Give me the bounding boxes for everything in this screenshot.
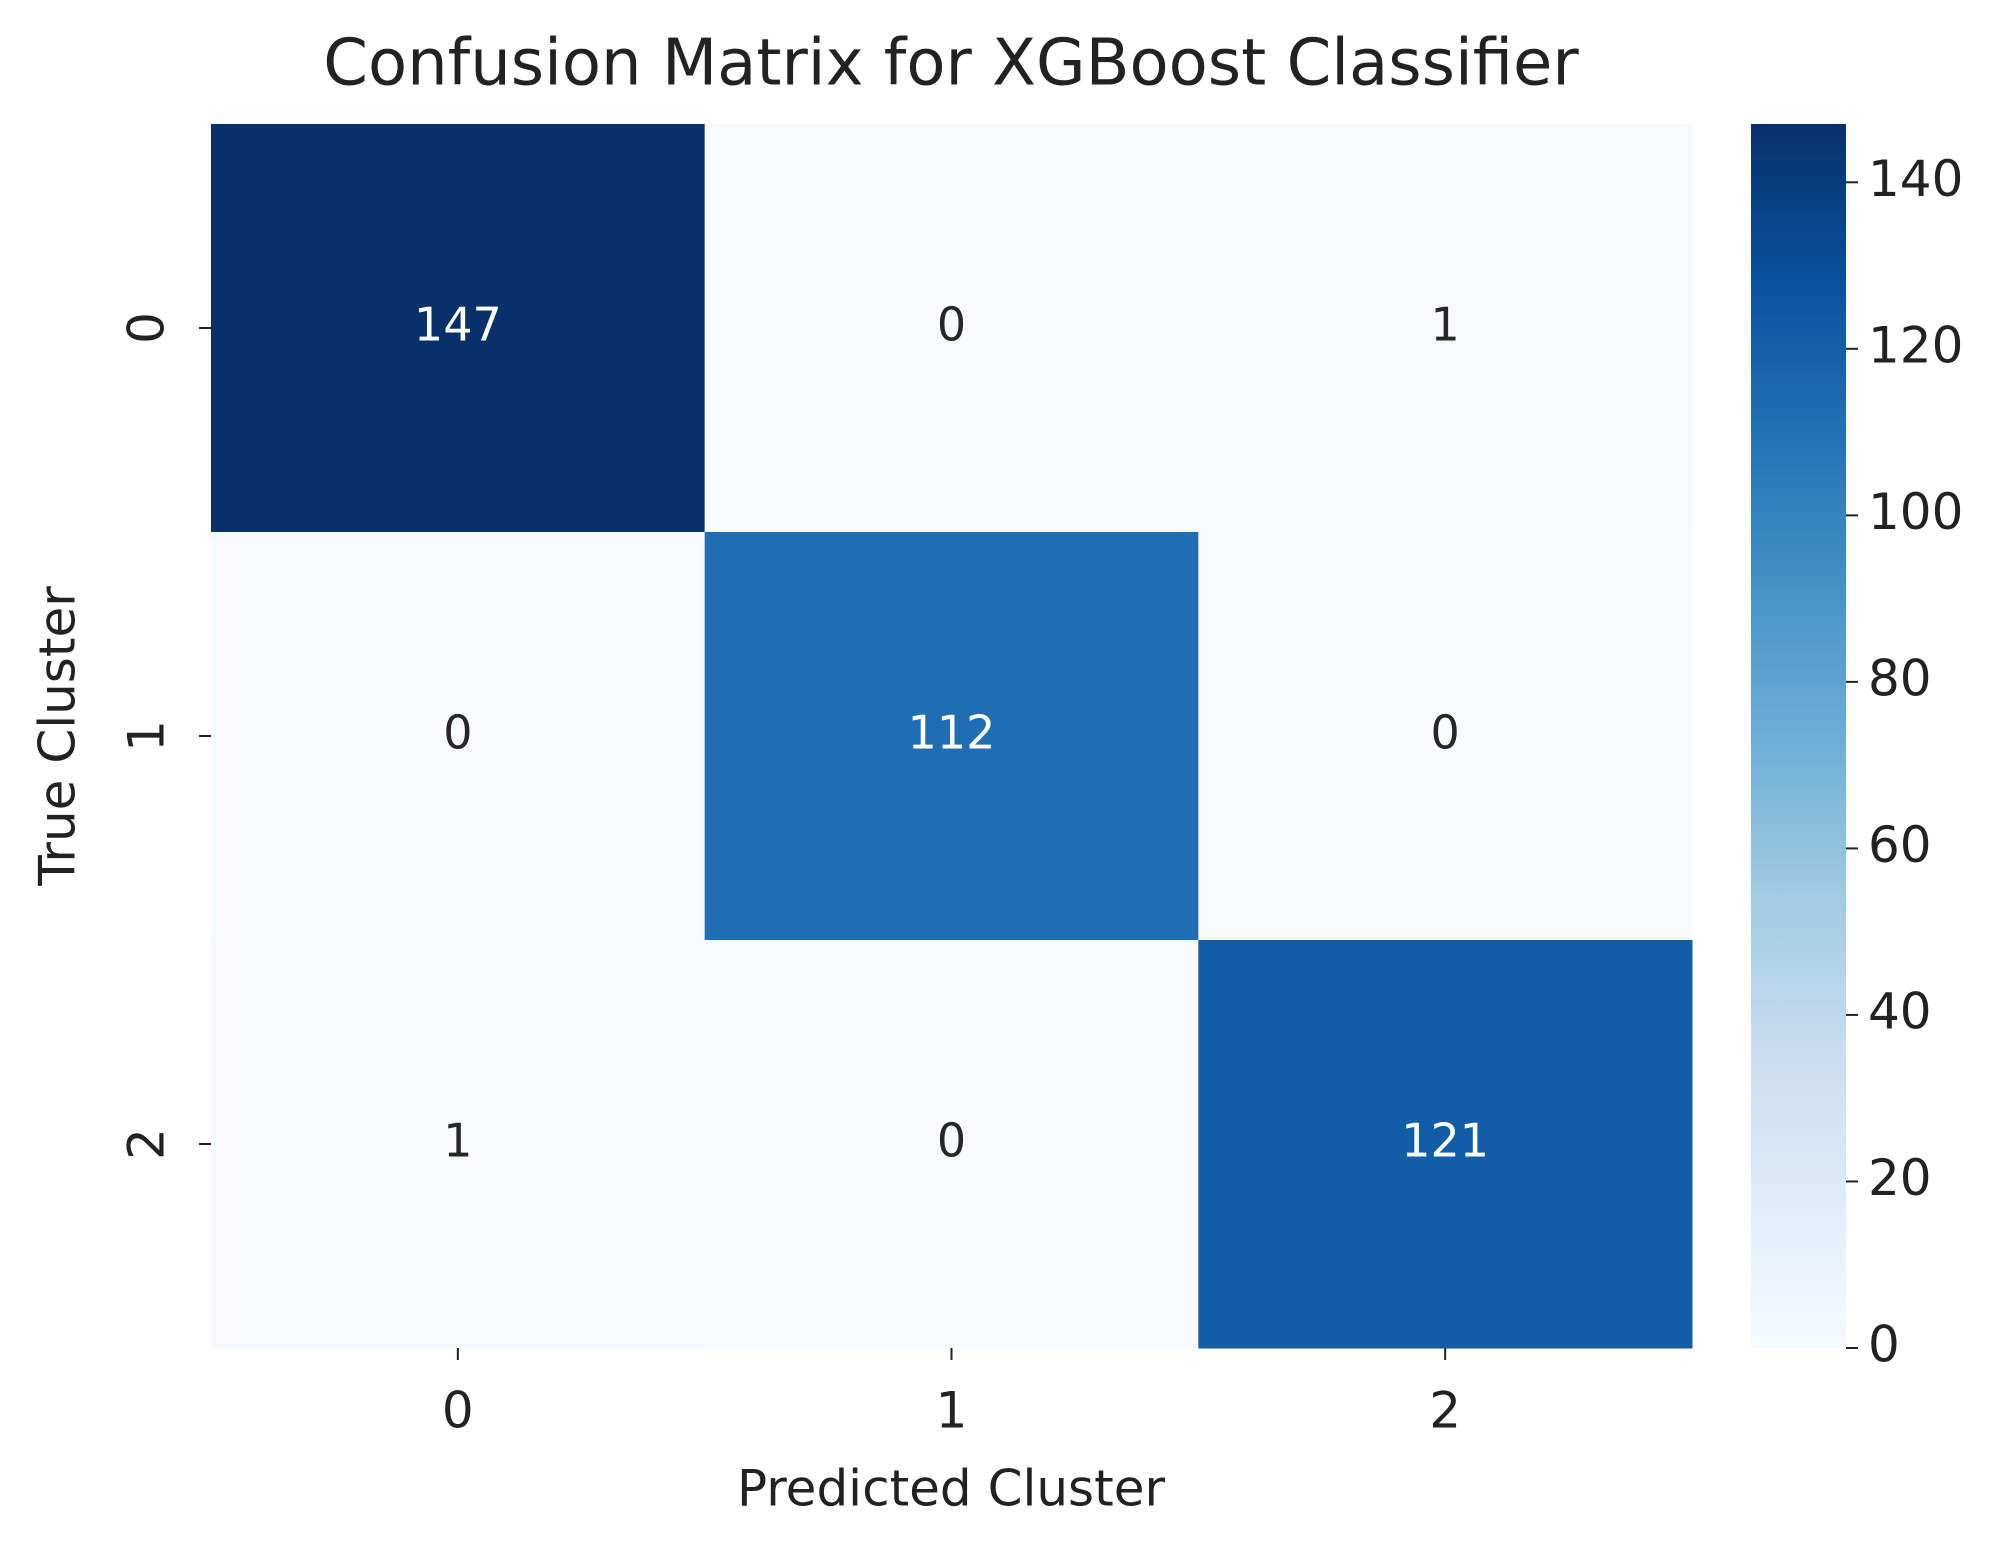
heatmap-cell	[704, 532, 1199, 941]
x-tick-label: 1	[936, 1382, 968, 1440]
cell-label: 147	[414, 298, 502, 352]
y-tick-label: 0	[118, 312, 176, 344]
cell-label: 0	[937, 298, 966, 352]
colorbar-tick-label: 80	[1868, 649, 1932, 707]
cell-label: 112	[908, 706, 996, 760]
cell-label: 121	[1401, 1114, 1489, 1168]
cell-label: 1	[1431, 298, 1460, 352]
heatmap-cell	[211, 940, 706, 1349]
heatmap-cell	[211, 532, 706, 941]
y-axis-label: True Cluster	[29, 586, 87, 887]
x-tick-label: 2	[1429, 1382, 1461, 1440]
colorbar-tick-label: 20	[1868, 1149, 1932, 1207]
colorbar-tick-label: 60	[1868, 816, 1932, 874]
colorbar-tick-label: 0	[1868, 1316, 1900, 1374]
y-tick-label: 2	[118, 1128, 176, 1160]
cell-label: 0	[937, 1114, 966, 1168]
heatmap-cell	[704, 940, 1199, 1349]
x-tick-label: 0	[442, 1382, 474, 1440]
x-axis-label: Predicted Cluster	[737, 1460, 1166, 1518]
heatmap-cell	[1198, 940, 1693, 1349]
colorbar-tick-label: 120	[1868, 316, 1963, 374]
heatmap-cell	[211, 124, 706, 533]
colorbar-tick-label: 140	[1868, 150, 1963, 208]
y-tick-label: 1	[118, 720, 176, 752]
colorbar-tick-label: 40	[1868, 982, 1932, 1040]
cell-label: 0	[1431, 706, 1460, 760]
cell-label: 1	[443, 1114, 472, 1168]
chart-title: Confusion Matrix for XGBoost Classifier	[323, 27, 1579, 101]
colorbar-tick-label: 100	[1868, 483, 1963, 541]
heatmap-cell	[704, 124, 1199, 533]
colorbar	[1751, 124, 1846, 1348]
heatmap-cell	[1198, 124, 1693, 533]
cell-label: 0	[443, 706, 472, 760]
heatmap-cell	[1198, 532, 1693, 941]
